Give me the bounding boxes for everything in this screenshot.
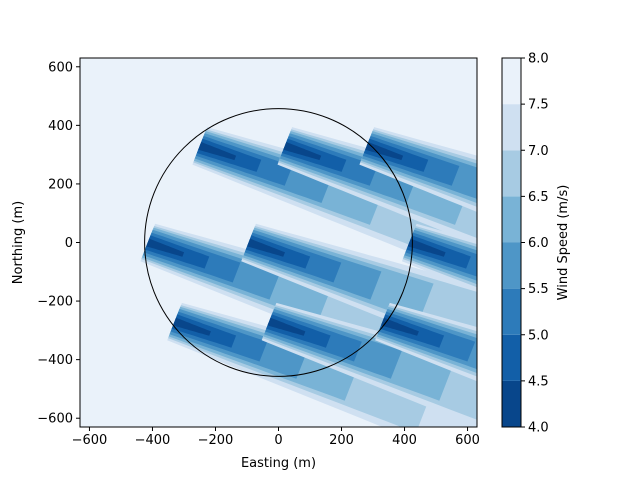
x-tick-label: −400 xyxy=(135,433,171,448)
turbine-wake xyxy=(192,127,477,280)
x-tick-label: 400 xyxy=(392,433,417,448)
colorbar-tick-label: 5.0 xyxy=(528,328,549,343)
wake-contour xyxy=(146,238,185,257)
colorbar-band xyxy=(502,380,521,427)
colorbar-band xyxy=(502,196,521,243)
y-tick-label: −400 xyxy=(37,353,73,368)
wake-contour xyxy=(267,317,306,336)
colorbar-tick-label: 6.5 xyxy=(528,190,549,205)
colorbar-band xyxy=(502,58,521,105)
y-tick-label: 400 xyxy=(48,119,73,134)
wake-contour xyxy=(365,142,404,161)
wake-contour xyxy=(173,317,211,336)
wake-contour xyxy=(407,238,446,257)
x-axis-label: Easting (m) xyxy=(241,456,316,471)
colorbar-band xyxy=(502,150,521,197)
y-tick-label: −200 xyxy=(37,295,73,310)
turbine-wake xyxy=(167,302,477,427)
y-axis-ticks: −600 −400 −200 0 200 400 600 xyxy=(37,60,80,427)
y-tick-label: 200 xyxy=(48,177,73,192)
colorbar-ticks: 4.0 4.5 5.0 5.5 6.0 6.5 7.0 7.5 8.0 xyxy=(521,52,549,436)
turbine-wake xyxy=(375,302,477,382)
wake-contour xyxy=(381,317,419,336)
x-tick-label: 600 xyxy=(455,433,480,448)
wake-contour xyxy=(283,142,322,161)
x-tick-label: −600 xyxy=(72,433,108,448)
colorbar-band xyxy=(502,104,521,151)
colorbar-bands xyxy=(502,58,521,427)
colorbar-tick-label: 5.5 xyxy=(528,282,549,297)
colorbar: 4.0 4.5 5.0 5.5 6.0 6.5 7.0 7.5 8.0 Wind Speed (… xyxy=(501,52,571,436)
colorbar-tick-label: 6.0 xyxy=(528,236,549,251)
colorbar-tick-label: 4.0 xyxy=(528,421,549,436)
y-tick-label: −600 xyxy=(37,412,73,427)
x-tick-label: 0 xyxy=(274,433,282,448)
colorbar-band xyxy=(502,334,521,381)
colorbar-tick-label: 8.0 xyxy=(528,52,549,67)
turbine-wake xyxy=(277,127,477,245)
colorbar-band xyxy=(502,242,521,289)
colorbar-tick-label: 4.5 xyxy=(528,374,549,389)
y-tick-label: 600 xyxy=(48,60,73,75)
colorbar-band xyxy=(502,288,521,335)
plot-area: −600 −400 −200 0 200 400 600 −600 −400 −200 0 200 4… xyxy=(11,57,480,471)
y-tick-label: 0 xyxy=(65,236,73,251)
x-tick-label: 200 xyxy=(329,433,354,448)
x-axis-ticks: −600 −400 −200 0 200 400 600 xyxy=(72,427,480,448)
x-tick-label: −200 xyxy=(198,433,234,448)
colorbar-tick-label: 7.5 xyxy=(528,98,549,113)
boundary-circle xyxy=(144,108,413,377)
wake-field xyxy=(140,127,477,427)
turbine-wake xyxy=(359,127,477,212)
turbine-wake xyxy=(401,223,477,292)
turbine-wake xyxy=(261,302,477,427)
wake-contour xyxy=(247,238,285,257)
y-axis-label: Northing (m) xyxy=(11,201,26,284)
wake-contour xyxy=(198,142,237,161)
colorbar-label: Wind Speed (m/s) xyxy=(556,185,571,301)
colorbar-tick-label: 7.0 xyxy=(528,144,549,159)
